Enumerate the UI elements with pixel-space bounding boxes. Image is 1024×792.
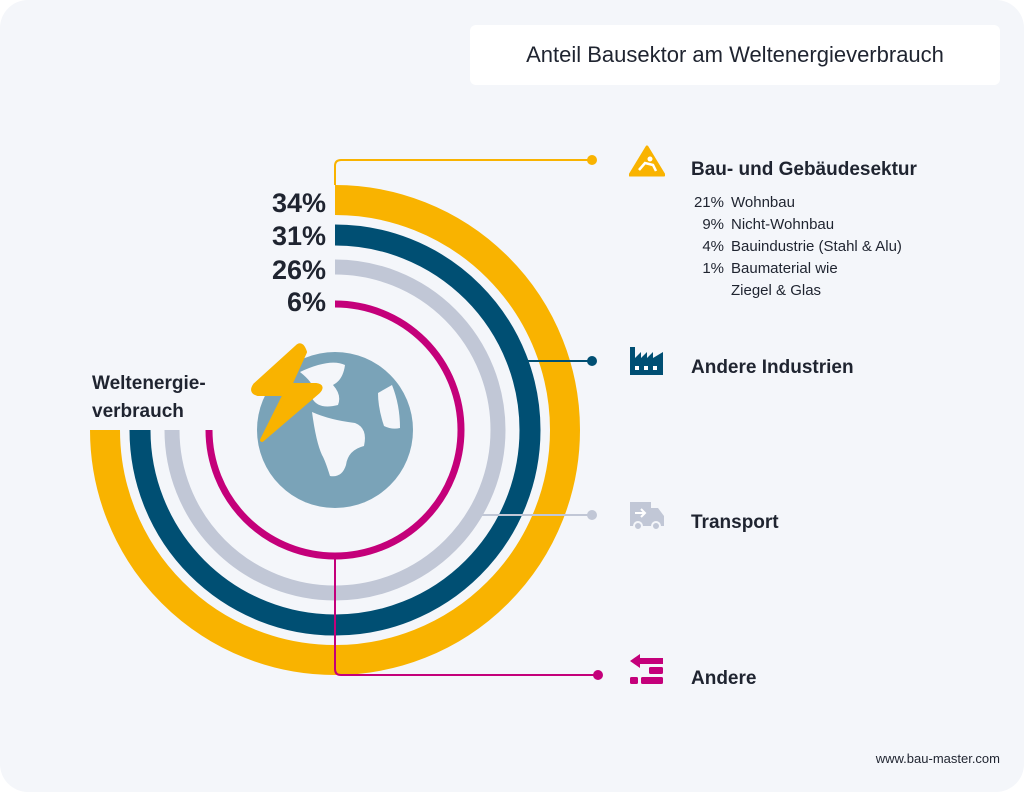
connector-line bbox=[334, 556, 598, 676]
arrow-bricks-icon bbox=[630, 654, 663, 684]
legend-transport: Transport bbox=[691, 512, 779, 533]
center-label-line2: verbrauch bbox=[92, 401, 184, 422]
breakdown-value: 9% bbox=[702, 216, 724, 233]
breakdown-label: Nicht-Wohnbau bbox=[731, 216, 835, 233]
breakdown-item: 1% Baumaterial wie bbox=[691, 258, 902, 280]
breakdown-value: 21% bbox=[693, 194, 724, 211]
truck-icon bbox=[630, 502, 664, 530]
label-34: 34% bbox=[271, 188, 326, 218]
breakdown-item: 9% Nicht-Wohnbau bbox=[691, 214, 902, 236]
connector-dot bbox=[587, 155, 597, 165]
legend-construction: Bau- und Gebäudesektur bbox=[691, 159, 917, 180]
breakdown-item: 4% Bauindustrie (Stahl & Alu) bbox=[691, 236, 902, 258]
breakdown-label: Wohnbau bbox=[731, 194, 795, 211]
arc-transport bbox=[164, 259, 506, 601]
lightning-icon bbox=[251, 343, 323, 442]
breakdown-label: Ziegel & Glas bbox=[731, 282, 822, 299]
breakdown-item: Ziegel & Glas bbox=[691, 280, 902, 302]
arc-andere bbox=[205, 300, 465, 560]
chart-title: Anteil Bausektor am Weltenergieverbrauch bbox=[470, 25, 1000, 85]
arc-andere-industrien bbox=[129, 224, 541, 636]
label-26: 26% bbox=[271, 255, 326, 285]
connector-line bbox=[334, 159, 592, 185]
arc-bau-und-geb-udesektur bbox=[90, 185, 580, 675]
center-label: Weltenergie- verbrauch bbox=[92, 370, 206, 426]
breakdown-value: 4% bbox=[702, 238, 724, 255]
connector-dot bbox=[587, 356, 597, 366]
label-6: 6% bbox=[286, 287, 326, 317]
breakdown-label: Baumaterial wie bbox=[731, 260, 838, 277]
center-label-line1: Weltenergie- bbox=[92, 373, 206, 394]
legend-industries: Andere Industrien bbox=[691, 357, 854, 378]
breakdown-value: 1% bbox=[702, 260, 724, 277]
connector-dot bbox=[593, 670, 603, 680]
breakdown-label: Bauindustrie (Stahl & Alu) bbox=[731, 238, 902, 255]
breakdown-list: 21% Wohnbau 9% Nicht-Wohnbau 4% Bauindustri… bbox=[691, 192, 902, 302]
legend-other: Andere bbox=[691, 668, 757, 689]
connector-dot bbox=[587, 510, 597, 520]
label-31: 31% bbox=[271, 221, 326, 251]
construction-worker-icon bbox=[629, 145, 665, 177]
breakdown-item: 21% Wohnbau bbox=[691, 192, 902, 214]
factory-icon bbox=[630, 347, 663, 375]
footer-url: www.bau-master.com bbox=[875, 751, 1000, 766]
breakdown-value bbox=[691, 280, 724, 302]
